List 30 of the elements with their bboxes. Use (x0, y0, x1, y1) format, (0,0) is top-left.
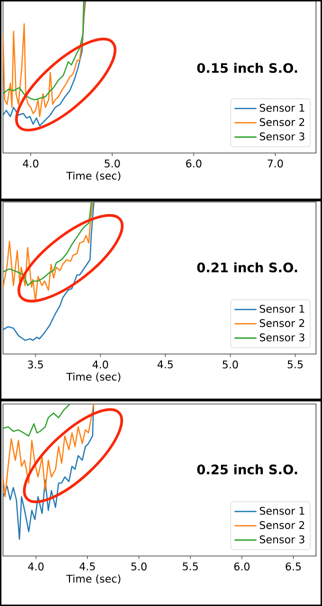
x-tick-label: 7.0 (268, 160, 283, 168)
x-tick-label: 5.5 (182, 562, 198, 570)
x-tick-label: 5.0 (131, 562, 147, 570)
x-tick-label: 4.0 (28, 562, 44, 570)
legend-label: Sensor 3 (260, 333, 304, 342)
x-tick-label: 4.0 (92, 360, 108, 368)
x-tick-label: 6.0 (234, 562, 250, 570)
legend-label: Sensor 2 (260, 319, 304, 328)
x-tick-label: 5.5 (288, 360, 303, 368)
x-tick-label: 4.5 (80, 562, 95, 570)
text: 0.25 inch S.O. (197, 464, 298, 474)
legend-label: Sensor 1 (260, 104, 304, 112)
legend-label: Sensor 1 (260, 506, 304, 515)
legend-label: Sensor 2 (260, 521, 304, 530)
x-tick-label: 4.5 (158, 360, 173, 368)
x-axis-title: Time (sec) (66, 574, 120, 584)
legend-label: Sensor 1 (260, 304, 304, 313)
x-axis-title: Time (sec) (66, 372, 120, 382)
x-tick-label: 5.0 (104, 160, 120, 168)
legend-label: Sensor 2 (260, 118, 304, 126)
x-tick-label: 6.5 (286, 562, 301, 570)
text: 0.21 inch S.O. (197, 262, 298, 272)
x-tick-label: 5.0 (222, 360, 238, 368)
text: 0.15 inch S.O. (197, 62, 298, 73)
x-axis-title: Time (sec) (66, 172, 120, 181)
x-tick-label: 6.0 (186, 160, 202, 168)
legend-label: Sensor 3 (260, 535, 304, 544)
x-tick-label: 4.0 (22, 160, 38, 168)
legend-label: Sensor 3 (260, 132, 304, 140)
x-tick-label: 3.5 (28, 360, 43, 368)
